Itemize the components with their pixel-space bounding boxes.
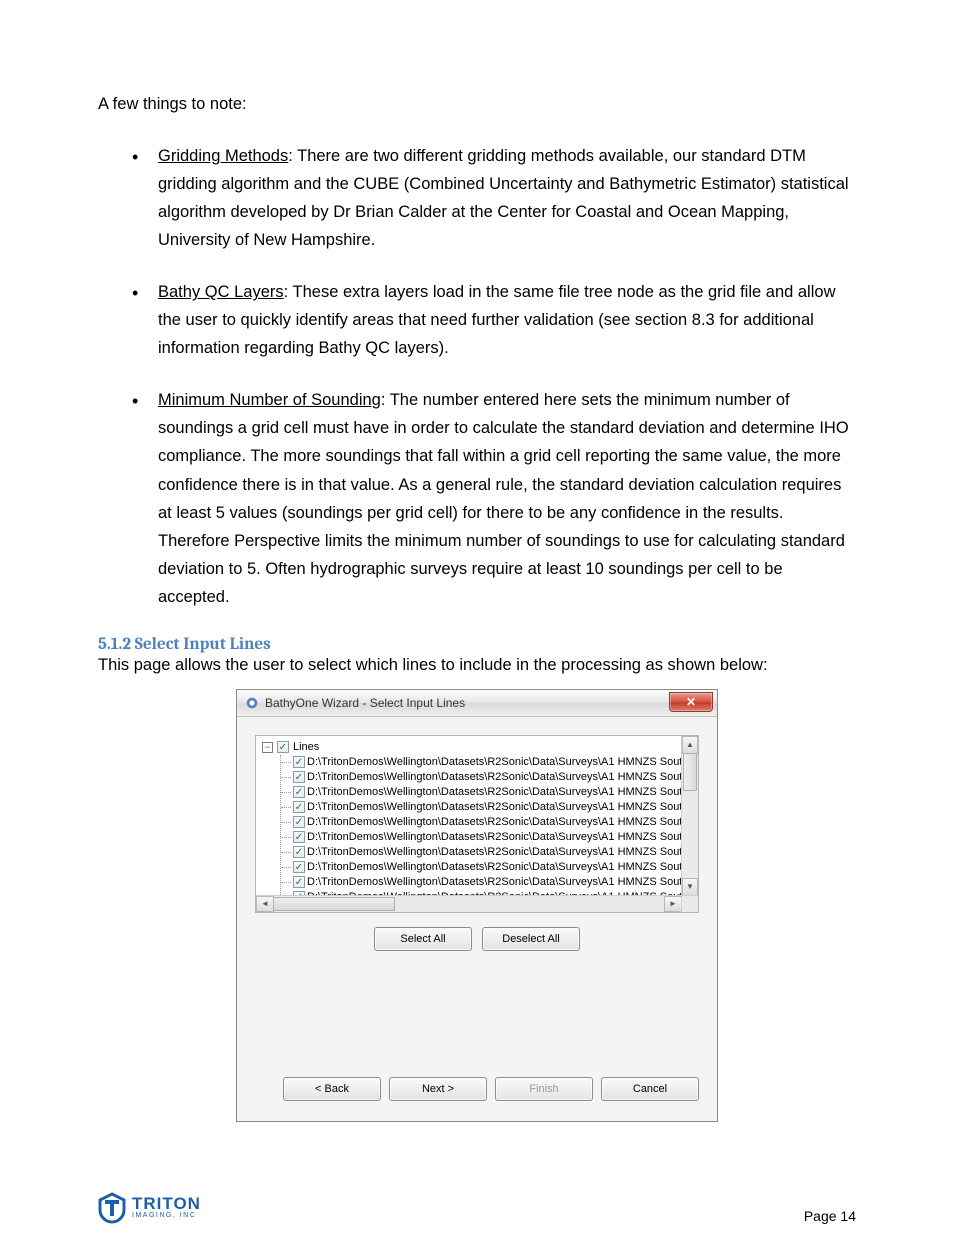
dialog-body: − ✓ Lines ✓D:\TritonDemos\Wellington\Dat… (237, 717, 717, 1121)
close-button[interactable]: ✕ (669, 692, 713, 712)
scroll-left-icon[interactable]: ◄ (256, 896, 274, 912)
checkbox[interactable]: ✓ (293, 786, 305, 798)
tree-line-label: D:\TritonDemos\Wellington\Datasets\R2Son… (307, 785, 688, 800)
logo-text-main: TRITON (132, 1195, 201, 1212)
tree-line-label: D:\TritonDemos\Wellington\Datasets\R2Son… (307, 815, 688, 830)
tree-line-item[interactable]: ✓D:\TritonDemos\Wellington\Datasets\R2So… (281, 815, 698, 830)
intro-text: A few things to note: (98, 90, 856, 118)
checkbox[interactable]: ✓ (293, 771, 305, 783)
scroll-up-icon[interactable]: ▲ (682, 736, 698, 754)
checkbox[interactable]: ✓ (293, 846, 305, 858)
dialog-title: BathyOne Wizard - Select Input Lines (265, 696, 465, 710)
checkbox[interactable]: ✓ (293, 861, 305, 873)
tree-line-item[interactable]: ✓D:\TritonDemos\Wellington\Datasets\R2So… (281, 845, 698, 860)
dialog-window: BathyOne Wizard - Select Input Lines ✕ −… (236, 689, 718, 1122)
tree-line-item[interactable]: ✓D:\TritonDemos\Wellington\Datasets\R2So… (281, 755, 698, 770)
back-button[interactable]: < Back (283, 1077, 381, 1101)
finish-button: Finish (495, 1077, 593, 1101)
scroll-corner (681, 895, 698, 912)
tree-line-label: D:\TritonDemos\Wellington\Datasets\R2Son… (307, 830, 688, 845)
checkbox[interactable]: ✓ (293, 831, 305, 843)
tree-line-item[interactable]: ✓D:\TritonDemos\Wellington\Datasets\R2So… (281, 800, 698, 815)
checkbox[interactable]: ✓ (277, 741, 289, 753)
tree-root-node[interactable]: − ✓ Lines (262, 740, 698, 755)
titlebar[interactable]: BathyOne Wizard - Select Input Lines ✕ (237, 690, 717, 717)
tree-line-label: D:\TritonDemos\Wellington\Datasets\R2Son… (307, 800, 688, 815)
bullet-list: Gridding Methods: There are two differen… (98, 142, 856, 611)
scroll-thumb[interactable] (683, 753, 697, 791)
deselect-all-button[interactable]: Deselect All (482, 927, 580, 951)
tree-root-label: Lines (293, 740, 319, 755)
checkbox[interactable]: ✓ (293, 756, 305, 768)
checkbox[interactable]: ✓ (293, 816, 305, 828)
collapse-icon[interactable]: − (262, 742, 273, 753)
tree-line-label: D:\TritonDemos\Wellington\Datasets\R2Son… (307, 845, 688, 860)
logo-icon (98, 1192, 126, 1224)
scroll-right-icon[interactable]: ► (664, 896, 682, 912)
tree-line-item[interactable]: ✓D:\TritonDemos\Wellington\Datasets\R2So… (281, 785, 698, 800)
page-number: Page 14 (804, 1208, 856, 1224)
select-all-button[interactable]: Select All (374, 927, 472, 951)
tree-line-label: D:\TritonDemos\Wellington\Datasets\R2Son… (307, 770, 688, 785)
tree-line-label: D:\TritonDemos\Wellington\Datasets\R2Son… (307, 860, 688, 875)
section-heading: 5.1.2 Select Input Lines (98, 635, 856, 654)
tree-line-label: D:\TritonDemos\Wellington\Datasets\R2Son… (307, 755, 688, 770)
close-icon: ✕ (686, 696, 696, 708)
tree-line-label: D:\TritonDemos\Wellington\Datasets\R2Son… (307, 875, 688, 890)
bullet-item: Gridding Methods: There are two differen… (136, 142, 856, 254)
next-button[interactable]: Next > (389, 1077, 487, 1101)
tree-line-item[interactable]: ✓D:\TritonDemos\Wellington\Datasets\R2So… (281, 875, 698, 890)
company-logo: TRITON IMAGING, INC (98, 1192, 201, 1224)
tree-line-item[interactable]: ✓D:\TritonDemos\Wellington\Datasets\R2So… (281, 860, 698, 875)
logo-text-sub: IMAGING, INC (132, 1212, 201, 1220)
scroll-down-icon[interactable]: ▼ (682, 878, 698, 896)
horizontal-scrollbar[interactable]: ◄ ► (256, 895, 682, 912)
bullet-item: Bathy QC Layers: These extra layers load… (136, 278, 856, 362)
tree-view[interactable]: − ✓ Lines ✓D:\TritonDemos\Wellington\Dat… (255, 735, 699, 913)
tree-line-item[interactable]: ✓D:\TritonDemos\Wellington\Datasets\R2So… (281, 770, 698, 785)
checkbox[interactable]: ✓ (293, 801, 305, 813)
checkbox[interactable]: ✓ (293, 876, 305, 888)
vertical-scrollbar[interactable]: ▲ ▼ (681, 736, 698, 896)
bullet-head: Bathy QC Layers (158, 283, 284, 301)
bullet-body: : The number entered here sets the minim… (158, 391, 849, 605)
bullet-head: Gridding Methods (158, 147, 288, 165)
bullet-item: Minimum Number of Sounding: The number e… (136, 386, 856, 610)
bullet-head: Minimum Number of Sounding (158, 391, 381, 409)
app-icon (245, 696, 259, 710)
section-intro: This page allows the user to select whic… (98, 656, 856, 675)
cancel-button[interactable]: Cancel (601, 1077, 699, 1101)
tree-line-item[interactable]: ✓D:\TritonDemos\Wellington\Datasets\R2So… (281, 830, 698, 845)
scroll-thumb[interactable] (273, 897, 395, 911)
